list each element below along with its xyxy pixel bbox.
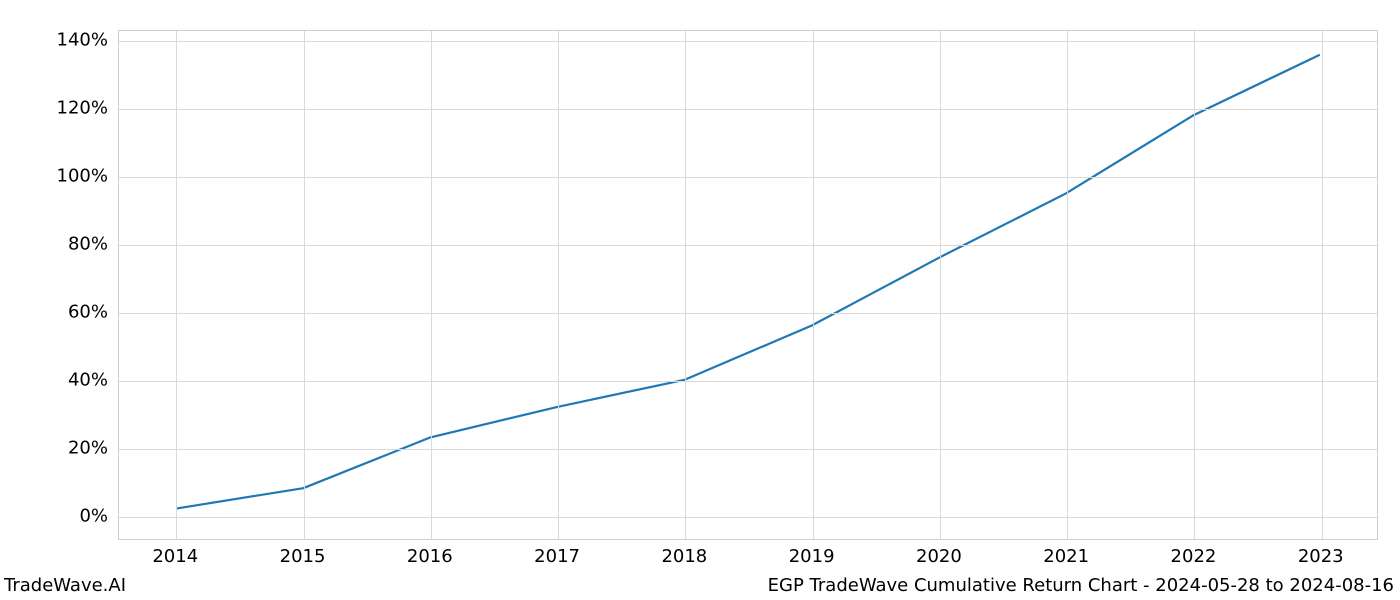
chart-container [0, 0, 1400, 600]
grid-line-vertical [176, 31, 177, 539]
x-tick-label: 2016 [407, 546, 453, 567]
return-line [176, 55, 1320, 509]
grid-line-horizontal [119, 313, 1377, 314]
y-tick-label: 80% [68, 234, 108, 255]
grid-line-horizontal [119, 177, 1377, 178]
grid-line-horizontal [119, 109, 1377, 110]
grid-line-horizontal [119, 449, 1377, 450]
y-tick-label: 100% [57, 166, 108, 187]
grid-line-vertical [304, 31, 305, 539]
x-tick-label: 2023 [1298, 546, 1344, 567]
grid-line-horizontal [119, 41, 1377, 42]
y-tick-label: 40% [68, 370, 108, 391]
line-series [119, 31, 1377, 539]
y-tick-label: 140% [57, 30, 108, 51]
x-tick-label: 2017 [534, 546, 580, 567]
grid-line-vertical [1194, 31, 1195, 539]
footer-caption: EGP TradeWave Cumulative Return Chart - … [768, 575, 1394, 596]
y-tick-label: 60% [68, 302, 108, 323]
grid-line-horizontal [119, 245, 1377, 246]
grid-line-vertical [813, 31, 814, 539]
x-tick-label: 2015 [280, 546, 326, 567]
grid-line-vertical [685, 31, 686, 539]
grid-line-vertical [940, 31, 941, 539]
grid-line-vertical [431, 31, 432, 539]
x-tick-label: 2014 [152, 546, 198, 567]
y-tick-label: 0% [79, 506, 108, 527]
x-tick-label: 2018 [661, 546, 707, 567]
x-tick-label: 2022 [1171, 546, 1217, 567]
grid-line-vertical [558, 31, 559, 539]
y-tick-label: 20% [68, 438, 108, 459]
grid-line-vertical [1067, 31, 1068, 539]
grid-line-horizontal [119, 517, 1377, 518]
footer-brand: TradeWave.AI [4, 575, 126, 596]
x-tick-label: 2019 [789, 546, 835, 567]
x-tick-label: 2020 [916, 546, 962, 567]
y-tick-label: 120% [57, 98, 108, 119]
grid-line-vertical [1322, 31, 1323, 539]
plot-area [118, 30, 1378, 540]
grid-line-horizontal [119, 381, 1377, 382]
x-tick-label: 2021 [1043, 546, 1089, 567]
